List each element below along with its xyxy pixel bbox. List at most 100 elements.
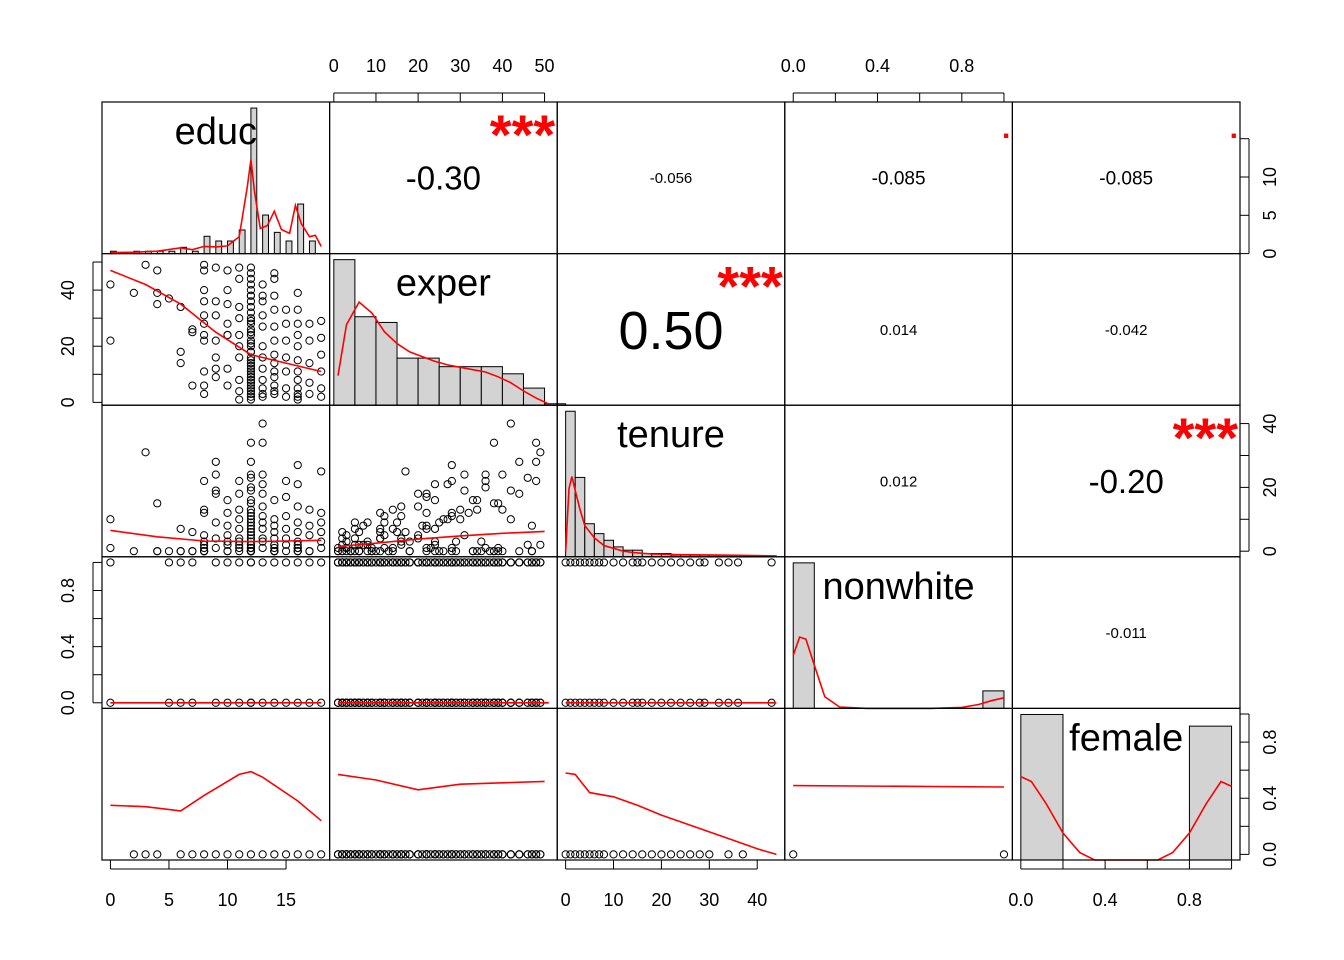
scatter-point — [270, 534, 279, 543]
scatter-point — [270, 350, 279, 359]
scatter-point — [246, 319, 256, 328]
scatter-point — [270, 269, 279, 278]
histogram-bar — [262, 214, 269, 255]
scatter-point — [258, 470, 267, 479]
scatter-point — [317, 558, 326, 567]
axis-tick-label: 10 — [217, 890, 237, 910]
scatter-point — [106, 336, 115, 345]
scatter-point — [494, 499, 503, 508]
scatter-point — [468, 850, 478, 859]
scatter-point — [494, 547, 503, 556]
scatter-point — [305, 319, 314, 328]
scatter-point — [199, 547, 209, 556]
scatter-point — [293, 395, 302, 404]
scatter-point — [176, 347, 185, 356]
scatter-point — [414, 489, 423, 498]
scatter-point — [188, 381, 197, 390]
scatter-point — [464, 508, 473, 518]
scatter-point — [281, 353, 291, 362]
scatter-point — [293, 330, 302, 340]
scatter-point — [585, 850, 594, 859]
scatter-point — [211, 311, 220, 320]
scatter-point — [380, 850, 389, 859]
scatter-point — [460, 850, 469, 859]
variable-name-label: female — [1069, 717, 1183, 759]
scatter-point — [571, 850, 580, 859]
scatter-point — [246, 511, 256, 521]
scatter-point — [270, 322, 279, 331]
histogram-bar — [375, 321, 398, 406]
scatter-point — [473, 496, 482, 505]
scatter-point — [281, 534, 291, 543]
smooth-line — [337, 773, 545, 791]
scatter-point — [199, 330, 209, 340]
scatter-point — [506, 515, 515, 524]
scatter-point — [293, 356, 302, 365]
scatter-point — [223, 300, 232, 309]
scatter-point — [211, 470, 220, 479]
scatter-point — [270, 387, 279, 396]
correlation-value: 0.012 — [880, 473, 918, 490]
axis-tick-label: 0.8 — [1260, 730, 1280, 755]
scatter-point — [129, 288, 138, 298]
scatter-point — [376, 850, 385, 859]
scatter-point — [211, 543, 220, 553]
scatter-point — [686, 558, 695, 567]
scatter-point — [447, 460, 456, 470]
scatter-point — [305, 521, 314, 530]
scatter-point — [223, 547, 232, 556]
scatter-point — [317, 333, 326, 342]
scatter-point — [489, 499, 499, 508]
scatter-point — [281, 319, 291, 328]
scatter-point — [211, 373, 220, 382]
scatter-point — [527, 558, 537, 567]
scatter-point — [388, 558, 397, 567]
scatter-point — [153, 499, 162, 508]
scatter-point — [305, 378, 314, 387]
scatter-point — [281, 850, 291, 859]
scatter-point — [489, 558, 499, 567]
scatter-point — [380, 518, 389, 527]
correlation-value: 0.014 — [880, 322, 918, 339]
scatter-point — [246, 370, 256, 379]
scatter-point — [211, 336, 220, 345]
scatter-point — [585, 558, 594, 567]
scatter-point — [235, 505, 244, 514]
scatter-point — [523, 540, 532, 549]
histogram-bar — [438, 366, 461, 406]
scatter-point — [494, 850, 503, 859]
scatter-point — [371, 558, 381, 567]
scatter-point — [376, 524, 385, 533]
axis-tick-label: 0 — [561, 890, 571, 910]
scatter-panel-female-vs-exper — [333, 773, 545, 859]
scatter-point — [628, 850, 637, 859]
scatter-point — [376, 527, 385, 537]
scatter-point — [246, 457, 256, 466]
significance-stars: . — [1002, 112, 1010, 145]
scatter-point — [223, 330, 232, 340]
correlation-panel-tenure-nonwhite: 0.012 — [880, 473, 918, 490]
scatter-point — [199, 476, 209, 486]
scatter-point — [338, 527, 347, 537]
scatter-point — [666, 558, 676, 567]
density-curve — [564, 476, 777, 557]
scatter-point — [246, 518, 256, 527]
scatter-point — [705, 850, 714, 859]
histogram-bar — [459, 366, 482, 406]
scatter-point — [188, 558, 197, 567]
scatter-point — [439, 515, 448, 524]
scatter-point — [223, 531, 232, 540]
axis-layer: 0 10 20 30 40 50 0.0 0.4 0.80 5 10 15 0 10 20 30 40 0.0 0.… — [58, 56, 1280, 910]
scatter-point — [657, 558, 666, 567]
scatter-point — [293, 460, 302, 470]
scatter-point — [392, 558, 402, 567]
scatter-point — [363, 850, 372, 859]
scatter-point — [481, 543, 490, 553]
scatter-point — [485, 558, 494, 567]
axis-tick-label: 0.8 — [58, 578, 78, 603]
significance-stars: *** — [1173, 406, 1239, 469]
scatter-point — [464, 850, 473, 859]
scatter-point — [647, 558, 656, 567]
axis-tick-label: 50 — [535, 56, 555, 76]
scatter-point — [590, 558, 599, 567]
